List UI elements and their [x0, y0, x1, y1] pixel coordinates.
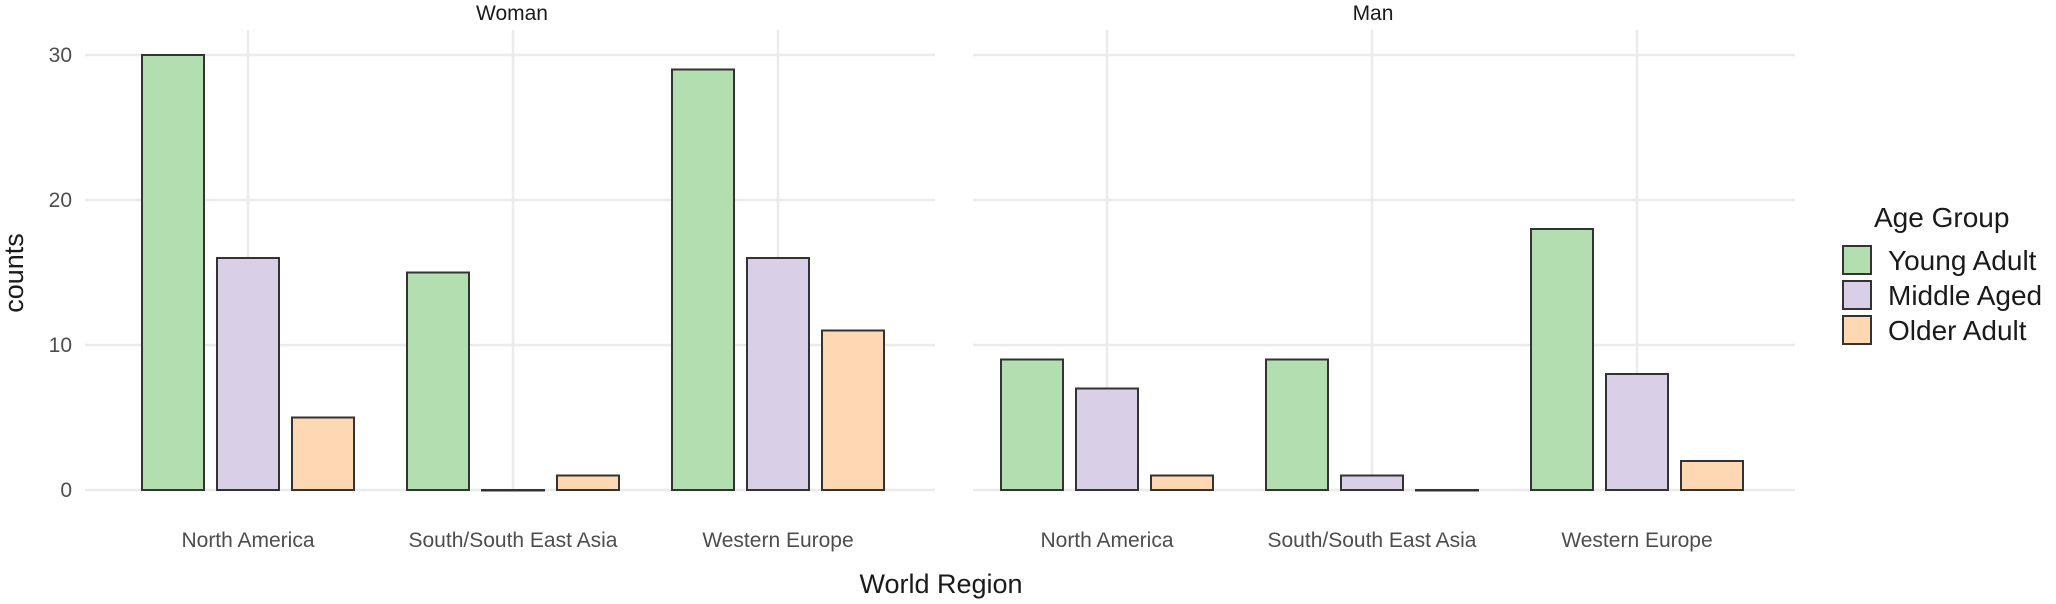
bar-middle-aged — [216, 257, 280, 491]
bar-older-adult — [291, 416, 355, 491]
legend-swatch-young-adult — [1842, 245, 1872, 275]
facet-panel-woman: Woman North America South/South East Asia W… — [49, 2, 935, 552]
legend: Age Group Young Adult Middle Aged Older Ad… — [1842, 202, 2042, 346]
bar-older-adult — [1415, 489, 1479, 492]
x-axis-title: World Region — [859, 569, 1022, 599]
bar-young-adult — [671, 68, 735, 491]
legend-label: Middle Aged — [1888, 280, 2042, 311]
y-axis-title: counts — [0, 233, 29, 313]
bar-young-adult — [1000, 358, 1064, 491]
bar-older-adult — [1150, 474, 1214, 491]
facet-title: Woman — [476, 2, 548, 25]
x-tick-label: South/South East Asia — [409, 529, 618, 552]
y-tick-label: 10 — [49, 334, 72, 357]
bar-middle-aged — [746, 257, 810, 491]
x-tick-label: Western Europe — [702, 529, 853, 552]
y-tick-label: 30 — [49, 44, 72, 67]
bar-older-adult — [821, 329, 885, 491]
x-tick-label: Western Europe — [1561, 529, 1712, 552]
x-tick-label: South/South East Asia — [1268, 529, 1477, 552]
bar-middle-aged — [1075, 387, 1139, 491]
bar-middle-aged — [1605, 373, 1669, 491]
bar-young-adult — [141, 54, 205, 491]
legend-label: Young Adult — [1888, 245, 2037, 276]
x-tick-label: North America — [181, 529, 314, 552]
legend-title: Age Group — [1874, 202, 2009, 233]
bar-young-adult — [1530, 228, 1594, 491]
bar-older-adult — [1680, 460, 1744, 491]
legend-label: Older Adult — [1888, 315, 2027, 346]
y-tick-label: 20 — [49, 189, 72, 212]
bar-young-adult — [1265, 358, 1329, 491]
facet-title: Man — [1353, 2, 1394, 25]
bar-middle-aged — [1340, 474, 1404, 491]
y-tick-label: 0 — [60, 479, 72, 502]
legend-swatch-older-adult — [1842, 315, 1872, 345]
facet-panel-man: Man North America South/South East Asia Wes… — [973, 2, 1795, 552]
bar-middle-aged — [481, 489, 545, 492]
x-tick-label: North America — [1040, 529, 1173, 552]
legend-swatch-middle-aged — [1842, 280, 1872, 310]
bar-older-adult — [556, 474, 620, 491]
bar-young-adult — [406, 271, 470, 491]
